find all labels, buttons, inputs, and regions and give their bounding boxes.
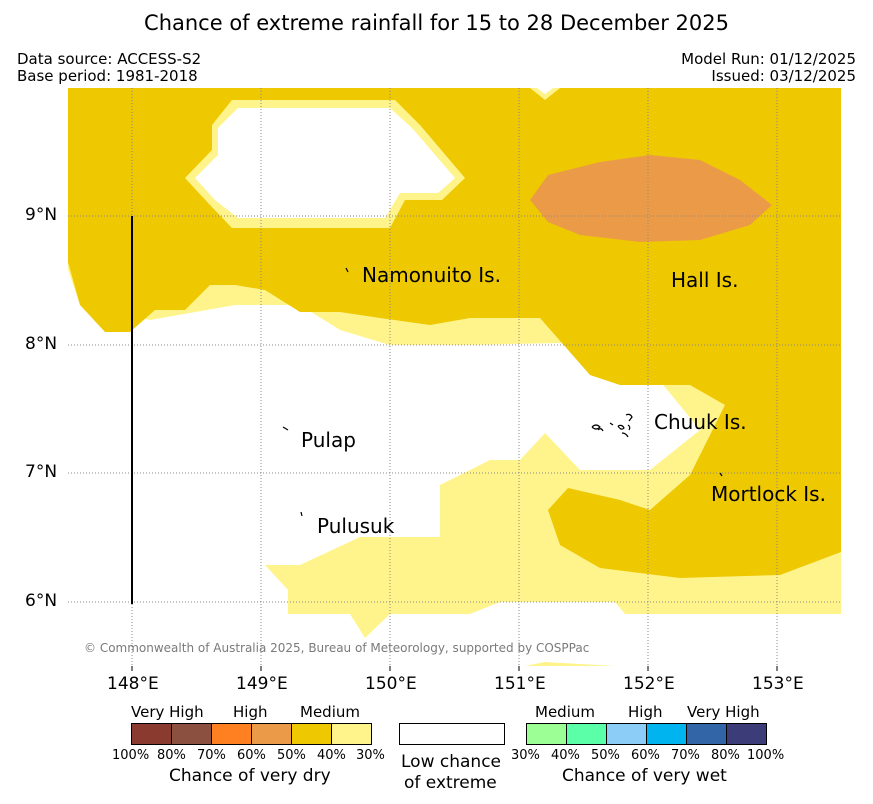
- wet-legend-swatch: [646, 723, 687, 745]
- y-tick-label: 8°N: [25, 334, 58, 354]
- pulap-island: [282, 426, 289, 431]
- dry-pct-label: 100%: [112, 748, 150, 763]
- dry-pct-label: 70%: [197, 748, 226, 763]
- base-period: Base period: 1981-2018: [17, 67, 198, 85]
- wet-pct-label: 100%: [747, 748, 785, 763]
- low-chance-title-1: Low chance: [401, 752, 501, 772]
- dry-legend-swatch: [131, 723, 172, 745]
- wet-pct-label: 60%: [631, 748, 660, 763]
- wet-legend-swatch: [686, 723, 727, 745]
- data-source: Data source: ACCESS-S2: [17, 50, 202, 68]
- wet-pct-label: 70%: [671, 748, 700, 763]
- mortlock-island: [719, 472, 723, 477]
- wet-legend-swatch: [566, 723, 607, 745]
- dry-pct-label: 50%: [277, 748, 306, 763]
- wet-caption-high: High: [628, 703, 663, 721]
- low-chance-swatch: [399, 723, 505, 745]
- chuuk-island: [591, 413, 633, 438]
- wet-legend-swatch: [606, 723, 647, 745]
- place-namonuito: Namonuito Is.: [362, 263, 501, 287]
- wet-pct-label: 80%: [711, 748, 740, 763]
- wet-pct-label: 30%: [511, 748, 540, 763]
- dry-legend-swatch: [291, 723, 332, 745]
- island-outlines: [282, 267, 723, 517]
- dry-legend-swatch: [251, 723, 292, 745]
- wet-legend-swatch: [526, 723, 567, 745]
- x-tick-label: 152°E: [623, 674, 675, 694]
- meta-right: Model Run: 01/12/2025 Issued: 03/12/2025: [681, 51, 856, 85]
- dry-pct-label: 60%: [237, 748, 266, 763]
- dry-legend-title: Chance of very dry: [169, 766, 331, 786]
- pulusuk-island: [300, 511, 303, 517]
- dry-pct-label: 30%: [356, 748, 385, 763]
- dry-50-60-region: [530, 155, 772, 242]
- dry-legend-swatch: [331, 723, 372, 745]
- dry-pct-label: 80%: [157, 748, 186, 763]
- y-tick-label: 6°N: [25, 591, 58, 611]
- wet-caption-medium: Medium: [535, 703, 595, 721]
- low-chance-notch-inner: [537, 88, 553, 94]
- dry-legend-swatch: [211, 723, 252, 745]
- x-tick-label: 151°E: [494, 674, 546, 694]
- place-chuuk: Chuuk Is.: [654, 410, 747, 434]
- wet-pct-label: 50%: [591, 748, 620, 763]
- namonuito-island: [345, 267, 349, 273]
- copyright-notice: © Commonwealth of Australia 2025, Bureau…: [84, 641, 590, 655]
- y-tick-label: 9°N: [25, 205, 58, 225]
- map-title: Chance of extreme rainfall for 15 to 28 …: [144, 11, 729, 35]
- x-tick-label: 153°E: [752, 674, 804, 694]
- place-mortlock: Mortlock Is.: [711, 482, 826, 506]
- axis-ticks: [131, 666, 778, 671]
- x-tick-label: 149°E: [236, 674, 288, 694]
- dry-caption-medium: Medium: [300, 703, 360, 721]
- dry-pct-label: 40%: [317, 748, 346, 763]
- low-chance-title-2: of extreme: [404, 773, 497, 793]
- dry-legend-swatch: [171, 723, 212, 745]
- place-pulusuk: Pulusuk: [317, 514, 395, 538]
- wet-caption-very-high: Very High: [687, 703, 760, 721]
- meta-left: Data source: ACCESS-S2 Base period: 1981…: [17, 51, 201, 85]
- x-tick-label: 148°E: [107, 674, 159, 694]
- map-area: [68, 88, 841, 666]
- wet-legend-title: Chance of very wet: [562, 766, 727, 786]
- wet-legend-swatch: [726, 723, 767, 745]
- place-pulap: Pulap: [301, 428, 356, 452]
- wet-pct-label: 40%: [551, 748, 580, 763]
- dry-caption-very-high: Very High: [131, 703, 204, 721]
- dry-caption-high: High: [233, 703, 268, 721]
- place-hall: Hall Is.: [671, 268, 739, 292]
- y-tick-label: 7°N: [25, 462, 58, 482]
- dry-30-40-patch: [525, 662, 615, 666]
- issued-date: Issued: 03/12/2025: [711, 67, 856, 85]
- model-run: Model Run: 01/12/2025: [681, 50, 856, 68]
- x-tick-label: 150°E: [365, 674, 417, 694]
